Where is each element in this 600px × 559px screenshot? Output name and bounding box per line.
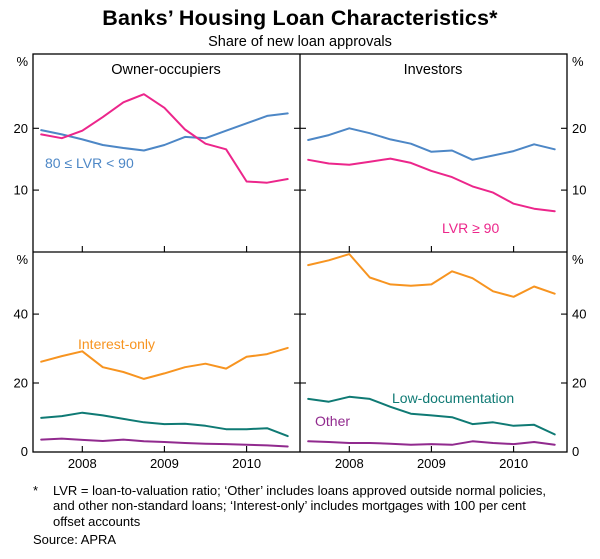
footnote-row: * LVR = loan-to-valuation ratio; ‘Other’… <box>33 483 600 529</box>
axis-label-layer: 10 20% 10 20% 20 40 0% 20 40 0% 2008 2009 2010 2008 20… <box>14 54 587 471</box>
y-zero-label: 0 <box>21 444 28 459</box>
x-tick-label: 2010 <box>232 456 261 471</box>
chart-canvas: 10 20% 10 20% 20 40 0% 20 40 0% 2008 2009 2010 2008 20… <box>14 53 587 471</box>
y-tick-label: 20 <box>572 376 586 391</box>
y-zero-label: 0 <box>572 444 579 459</box>
series-label-other: Other <box>315 413 350 429</box>
y-tick-label: 20 <box>14 121 28 136</box>
percent-unit-label: % <box>16 54 28 69</box>
y-tick-label: 20 <box>14 376 28 391</box>
series-label-lvr-80-90: 80 ≤ LVR < 90 <box>45 155 134 171</box>
chart-title: Banks’ Housing Loan Characteristics* <box>102 6 498 30</box>
footnote-text: LVR = loan-to-valuation ratio; ‘Other’ i… <box>53 483 546 529</box>
footnote-source: Source: APRA <box>33 531 117 547</box>
y-tick-label: 20 <box>572 121 586 136</box>
series-line <box>307 253 556 298</box>
panel-title-owner-occupiers: Owner-occupiers <box>111 62 221 78</box>
series-line <box>307 127 556 161</box>
series-line <box>307 440 556 446</box>
y-tick-label: 40 <box>572 307 586 322</box>
y-tick-label: 40 <box>14 307 28 322</box>
y-tick-label: 10 <box>572 183 586 198</box>
x-tick-label: 2010 <box>499 456 528 471</box>
series-line <box>40 411 289 438</box>
series-line <box>307 395 556 436</box>
percent-unit-label: % <box>572 252 584 267</box>
series-line <box>40 437 289 448</box>
percent-unit-label: % <box>16 252 28 267</box>
series-label-low-documentation: Low-documentation <box>392 390 514 406</box>
footnote-marker: * <box>33 483 39 498</box>
frame-layer <box>32 53 568 453</box>
x-tick-label: 2008 <box>68 456 97 471</box>
percent-unit-label: % <box>572 54 584 69</box>
chart-subtitle: Share of new loan approvals <box>208 34 392 50</box>
panel-title-investors: Investors <box>404 62 463 78</box>
tick-layer <box>33 127 567 452</box>
series-layer <box>40 93 556 448</box>
series-label-lvr-90: LVR ≥ 90 <box>442 220 499 236</box>
x-tick-label: 2009 <box>150 456 179 471</box>
series-line <box>40 93 289 184</box>
y-tick-label: 10 <box>14 183 28 198</box>
series-line <box>40 346 289 380</box>
series-label-interest-only: Interest-only <box>78 336 155 352</box>
footnote: * LVR = loan-to-valuation ratio; ‘Other’… <box>33 483 600 547</box>
x-tick-label: 2008 <box>335 456 364 471</box>
series-line <box>40 112 289 152</box>
x-tick-label: 2009 <box>417 456 446 471</box>
series-line <box>307 157 556 213</box>
